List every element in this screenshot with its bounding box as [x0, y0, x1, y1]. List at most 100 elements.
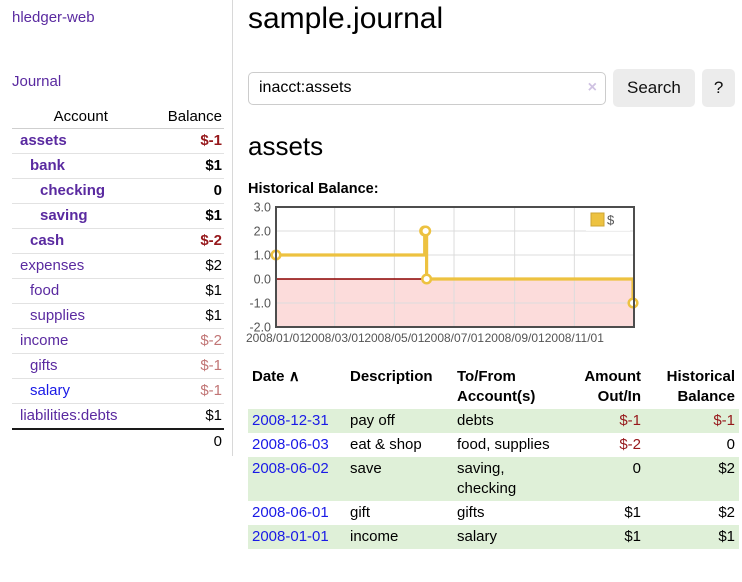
account-row: food $1 [12, 278, 224, 304]
account-heading: assets [248, 131, 324, 161]
account-link[interactable]: liabilities:debts [20, 407, 118, 424]
account-link[interactable]: income [20, 332, 69, 349]
accounts-col-balance: Balance [149, 105, 224, 129]
register-balance: $2 [718, 460, 735, 477]
account-row: income $-2 [12, 328, 224, 354]
accounts-total-value: 0 [149, 428, 224, 454]
register-amount: $-2 [619, 436, 641, 453]
account-link[interactable]: checking [40, 182, 106, 199]
account-link[interactable]: expenses [20, 257, 85, 274]
register-row: 2008-06-01 gift gifts $1 $2 [248, 501, 739, 525]
account-balance: $1 [149, 278, 224, 304]
register-date-link[interactable]: 2008-06-02 [252, 460, 329, 477]
svg-text:2008/03/01: 2008/03/01 [305, 331, 365, 345]
page-title: sample.journal [248, 2, 444, 35]
account-row: liabilities:debts $1 [12, 403, 224, 429]
account-balance: $-2 [149, 228, 224, 254]
register-amount: $1 [624, 528, 641, 545]
account-link[interactable]: salary [30, 382, 71, 399]
register-amount: 0 [632, 460, 641, 477]
register-description: pay off [350, 412, 395, 429]
account-balance: $1 [149, 153, 224, 179]
register-table: Date ∧ Description To/From Account(s) Am… [248, 365, 739, 549]
svg-text:-2.0: -2.0 [249, 321, 271, 335]
account-link[interactable]: assets [20, 132, 67, 149]
svg-text:2008/01/01: 2008/01/01 [246, 331, 306, 345]
svg-text:-1.0: -1.0 [249, 297, 271, 311]
col-date: Date ∧ [252, 368, 300, 385]
register-description: eat & shop [350, 436, 422, 453]
register-date-link[interactable]: 2008-06-01 [252, 504, 329, 521]
account-row: cash $-2 [12, 228, 224, 254]
accounts-total-row: 0 [12, 428, 224, 454]
register-description: income [350, 528, 399, 545]
app: hledger-web Journal Account Balance asse… [0, 0, 742, 549]
account-row: gifts $-1 [12, 353, 224, 379]
clear-search-icon[interactable]: × [587, 78, 597, 96]
help-button[interactable]: ? [701, 69, 736, 107]
col-accounts: To/From Account(s) [457, 368, 536, 405]
accounts-col-account: Account [12, 105, 150, 129]
account-link[interactable]: food [30, 282, 60, 299]
account-balance: $1 [149, 303, 224, 329]
register-balance: $2 [718, 504, 735, 521]
search-button[interactable]: Search [613, 69, 695, 107]
svg-text:2.0: 2.0 [254, 225, 271, 239]
register-amount: $-1 [619, 412, 641, 429]
register-table-body: 2008-12-31 pay off debts $-1 $-1 2008-06-03 ea… [248, 409, 739, 549]
register-date-link[interactable]: 2008-06-03 [252, 436, 329, 453]
register-date-link[interactable]: 2008-01-01 [252, 528, 329, 545]
journal-link[interactable]: Journal [12, 73, 62, 90]
main-content: sample.journal × Search ? assets Histori… [233, 0, 742, 549]
legend-series-label: $ [607, 213, 615, 228]
account-balance: $1 [149, 403, 224, 429]
register-row: 2008-12-31 pay off debts $-1 $-1 [248, 409, 739, 433]
svg-text:2008/11/01: 2008/11/01 [545, 331, 604, 345]
account-link[interactable]: cash [30, 232, 65, 249]
svg-text:0.0: 0.0 [254, 273, 271, 287]
account-row: salary $-1 [12, 378, 224, 404]
chart-canvas[interactable]: $3.0 2.0 1.0 0.0 -1.0 -2.02008/01/012008/03/0… [244, 202, 644, 346]
svg-text:2008/05/01: 2008/05/01 [364, 331, 424, 345]
account-row: checking 0 [12, 178, 224, 204]
svg-text:1.0: 1.0 [254, 249, 271, 263]
account-balance: 0 [149, 178, 224, 204]
register-header-row: Date ∧ Description To/From Account(s) Am… [248, 365, 739, 409]
col-balance: Historical Balance [666, 368, 735, 405]
account-row: expenses $2 [12, 253, 224, 279]
account-row: saving $1 [12, 203, 224, 229]
search-wrap: × [248, 71, 606, 105]
chart-title: Historical Balance: [248, 181, 379, 197]
account-row: supplies $1 [12, 303, 224, 329]
balance-chart[interactable]: $3.0 2.0 1.0 0.0 -1.0 -2.0 2008/01/01 2008/03/0… [244, 202, 742, 346]
register-description: gift [350, 504, 371, 521]
register-row: 2008-01-01 income salary $1 $1 [248, 525, 739, 549]
search-form: × Search ? [248, 69, 742, 107]
account-balance: $-1 [149, 353, 224, 379]
sort-asc-icon: ∧ [288, 368, 300, 385]
register-amount: $1 [624, 504, 641, 521]
register-row: 2008-06-03 eat & shop food, supplies $-2 0 [248, 433, 739, 457]
sidebar: hledger-web Journal Account Balance asse… [0, 0, 233, 456]
account-balance: $-1 [149, 378, 224, 404]
search-input[interactable] [248, 71, 606, 105]
register-row: 2008-06-02 save saving, checking 0 $2 [248, 457, 739, 501]
accounts-table: Account Balance assets $-1 bank $1 checking 0… [12, 105, 224, 454]
account-balance: $2 [149, 253, 224, 279]
account-link[interactable]: gifts [30, 357, 58, 374]
accounts-table-body: assets $-1 bank $1 checking 0 saving $1 cash $-2 e… [12, 129, 224, 429]
account-link[interactable]: supplies [30, 307, 86, 324]
register-accounts: saving, checking [457, 460, 517, 497]
account-link[interactable]: saving [40, 207, 88, 224]
register-accounts: gifts [457, 504, 485, 521]
col-amount: Amount Out/In [584, 368, 641, 405]
account-balance: $-1 [200, 132, 222, 149]
app-title-link[interactable]: hledger-web [12, 9, 95, 26]
col-description: Description [350, 368, 433, 385]
account-balance: $1 [149, 203, 224, 229]
register-balance: 0 [726, 436, 735, 453]
accounts-header-row: Account Balance [12, 105, 224, 129]
svg-text:2008/09/01: 2008/09/01 [485, 331, 545, 345]
account-link[interactable]: bank [30, 157, 66, 174]
register-date-link[interactable]: 2008-12-31 [252, 412, 329, 429]
